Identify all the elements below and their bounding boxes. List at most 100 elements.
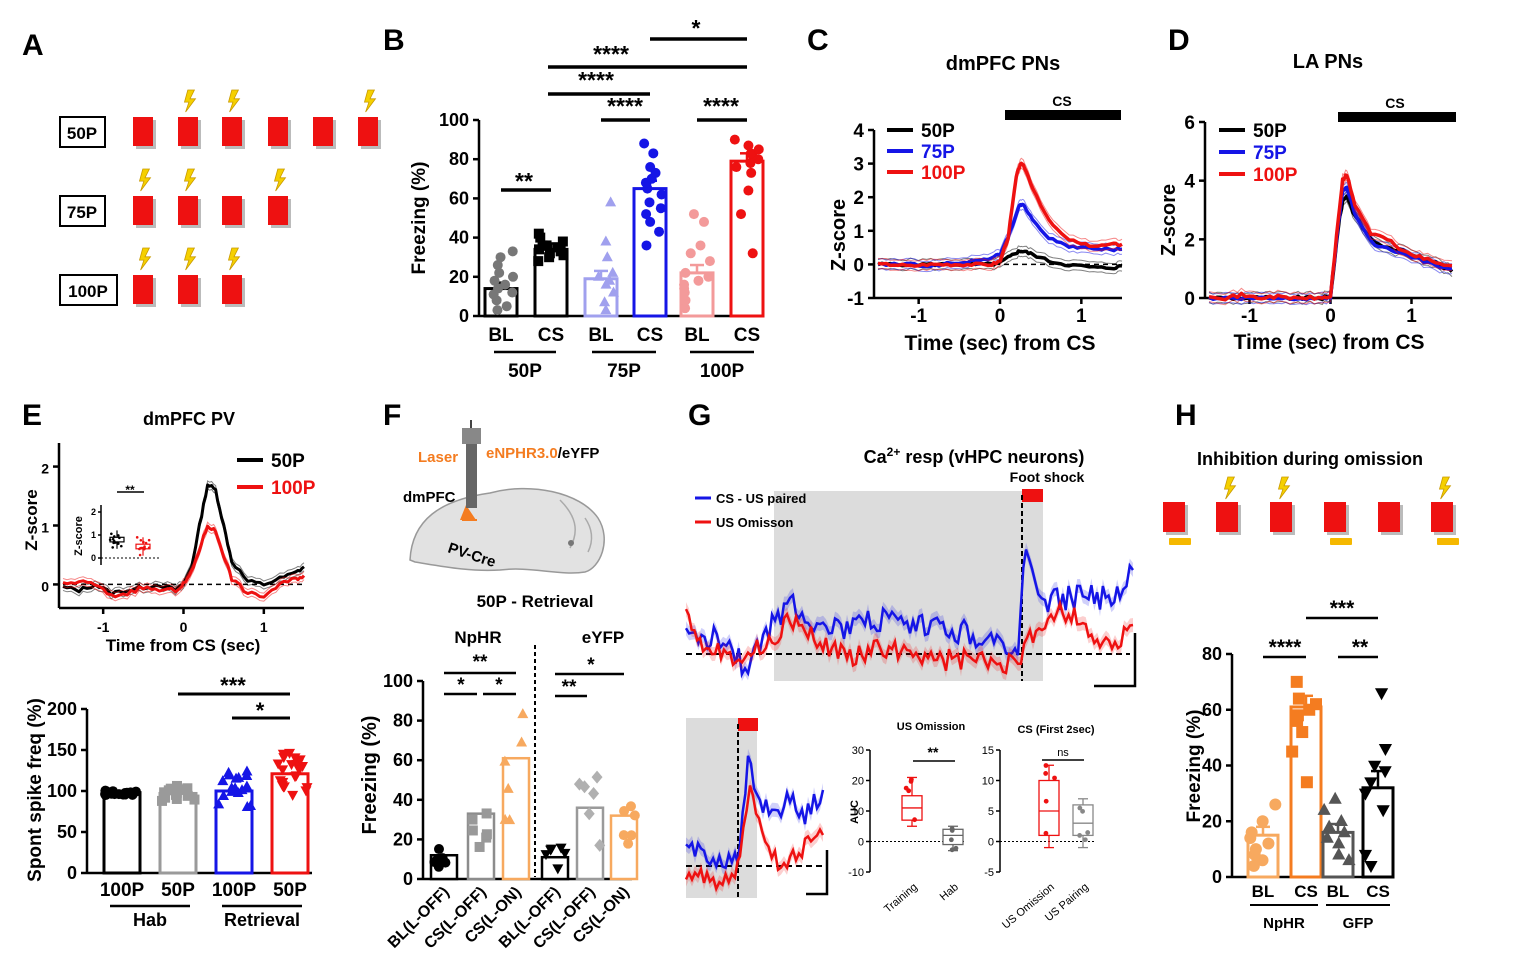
panel-label-d: D: [1168, 24, 1190, 57]
b-point: [494, 267, 505, 278]
g-foot-shock-label: Foot shock: [1010, 469, 1085, 485]
panel-label-f: F: [383, 399, 401, 432]
e-bar-point: [272, 759, 284, 770]
f-point: [467, 825, 478, 836]
b-point: [655, 203, 666, 214]
g-box1-point: [903, 785, 909, 791]
e-bar-point: [189, 794, 200, 805]
g-box2-x-tick-label: US Omission: [1000, 881, 1057, 931]
b-point: [648, 148, 659, 159]
b-x-tick-label: BL: [588, 325, 614, 346]
b-point: [736, 209, 747, 220]
g-box1-sig: **: [928, 744, 939, 760]
f-y-axis-tick-label: 20: [393, 829, 413, 849]
h-point: [1358, 849, 1373, 862]
e-bar-point: [241, 765, 253, 776]
b-point: [743, 185, 754, 196]
c-x-tick-label: -1: [910, 306, 927, 327]
b-point: [641, 209, 652, 220]
d-y-tick-label: 0: [1184, 289, 1195, 310]
e-bar-y-axis-tick-label: 100: [47, 781, 77, 801]
b-point: [746, 167, 757, 178]
h-point: [1332, 847, 1346, 860]
g-title: Ca2+ resp (vHPC neurons): [864, 445, 1085, 467]
g-scale-bar: [1094, 633, 1137, 688]
g-box1-point: [948, 837, 954, 843]
e-bar-sig-2: *: [256, 698, 265, 723]
b-point: [607, 266, 619, 277]
d-x-tick-label: 0: [1325, 306, 1336, 327]
panel-label-h: H: [1175, 399, 1197, 432]
f-point: [517, 708, 529, 719]
g-box2-title: CS (First 2sec): [1017, 724, 1094, 736]
panel-d-la-pns: LA PNs CS Time (sec) from CS Z-score: [1158, 51, 1456, 354]
e-bar-y-axis-tick-label: 0: [67, 863, 77, 883]
e-inset-point: [139, 546, 142, 550]
c-y-tick-label: -1: [847, 289, 864, 310]
b-point: [492, 305, 503, 316]
e-inset-point: [135, 536, 139, 539]
e-sem-upper: [62, 480, 305, 592]
e-bar-group-label: Hab: [133, 910, 167, 930]
c-cs-label: CS: [1052, 93, 1071, 109]
g-box1-title: US Omission: [897, 721, 966, 733]
g-box1-y-label: AUC: [849, 800, 861, 824]
d-legend-label: 100P: [1253, 165, 1298, 186]
e-bar: [158, 791, 198, 875]
e-inset-point: [111, 537, 115, 541]
lightning-icon: [183, 247, 197, 271]
h-point: [1320, 830, 1334, 843]
f-point: [552, 864, 564, 875]
b-point: [656, 189, 667, 200]
g-box1-y-tick-label: 30: [852, 745, 864, 757]
b-point: [745, 148, 756, 159]
e-y-axis-label: Z-score: [22, 489, 41, 550]
tone-block: [222, 196, 242, 225]
e-bar-x-tick-label: 50P: [161, 880, 195, 901]
e-bar-y-axis-label: Spont spike freq (%): [25, 698, 46, 882]
panel-label-g: G: [688, 399, 711, 432]
b-point: [557, 236, 568, 247]
h-point: [1328, 791, 1342, 804]
e-x-tick-label: 0: [180, 619, 188, 635]
b-point: [641, 240, 652, 251]
b-point: [495, 252, 506, 263]
b-bar: [729, 159, 765, 318]
h-point: [1374, 688, 1389, 701]
e-bar-point: [277, 765, 289, 776]
b-y-axis-tick-label: 0: [459, 306, 469, 326]
protocol-label-75p: 75P: [67, 203, 97, 222]
e-series-line: [62, 524, 306, 599]
f-point: [588, 786, 600, 800]
h-point: [1317, 802, 1331, 815]
e-inset-point: [142, 540, 145, 544]
tone-block: [268, 117, 288, 146]
g-zoom-scale-bar: [806, 850, 829, 896]
brain-schematic: [409, 420, 605, 574]
f-point: [516, 736, 528, 747]
h-point: [1290, 675, 1303, 688]
h-x-tick-label: BL: [1327, 882, 1350, 901]
h-tone-block: [1378, 502, 1400, 532]
e-inset: Z-score **: [73, 483, 144, 556]
b-point: [508, 271, 519, 282]
e-y-tick-label: 0: [41, 578, 49, 594]
h-laser-bar: [1437, 538, 1459, 545]
h-point: [1364, 777, 1378, 790]
g-box2-point: [1080, 808, 1085, 814]
h-sig-nphr: ****: [1269, 636, 1303, 659]
h-group-label: GFP: [1343, 915, 1374, 932]
f-virus-eyfp: /eYFP: [558, 445, 600, 462]
h-point: [1376, 805, 1390, 818]
e-x-axis-label: Time from CS (sec): [106, 636, 261, 655]
b-point: [601, 251, 613, 262]
b-point: [680, 295, 691, 306]
f-point: [433, 844, 444, 855]
e-bar-point: [182, 783, 193, 794]
g-zoom-trace-paired: [685, 755, 825, 871]
e-inset-point: [142, 547, 146, 551]
e-bar-x-tick-label: 100P: [100, 880, 145, 901]
g-box1-x-tick-label: Hab: [938, 881, 961, 903]
f-point: [559, 848, 571, 859]
